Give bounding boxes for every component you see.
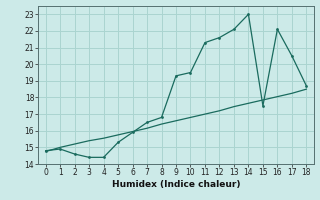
X-axis label: Humidex (Indice chaleur): Humidex (Indice chaleur)	[112, 180, 240, 189]
